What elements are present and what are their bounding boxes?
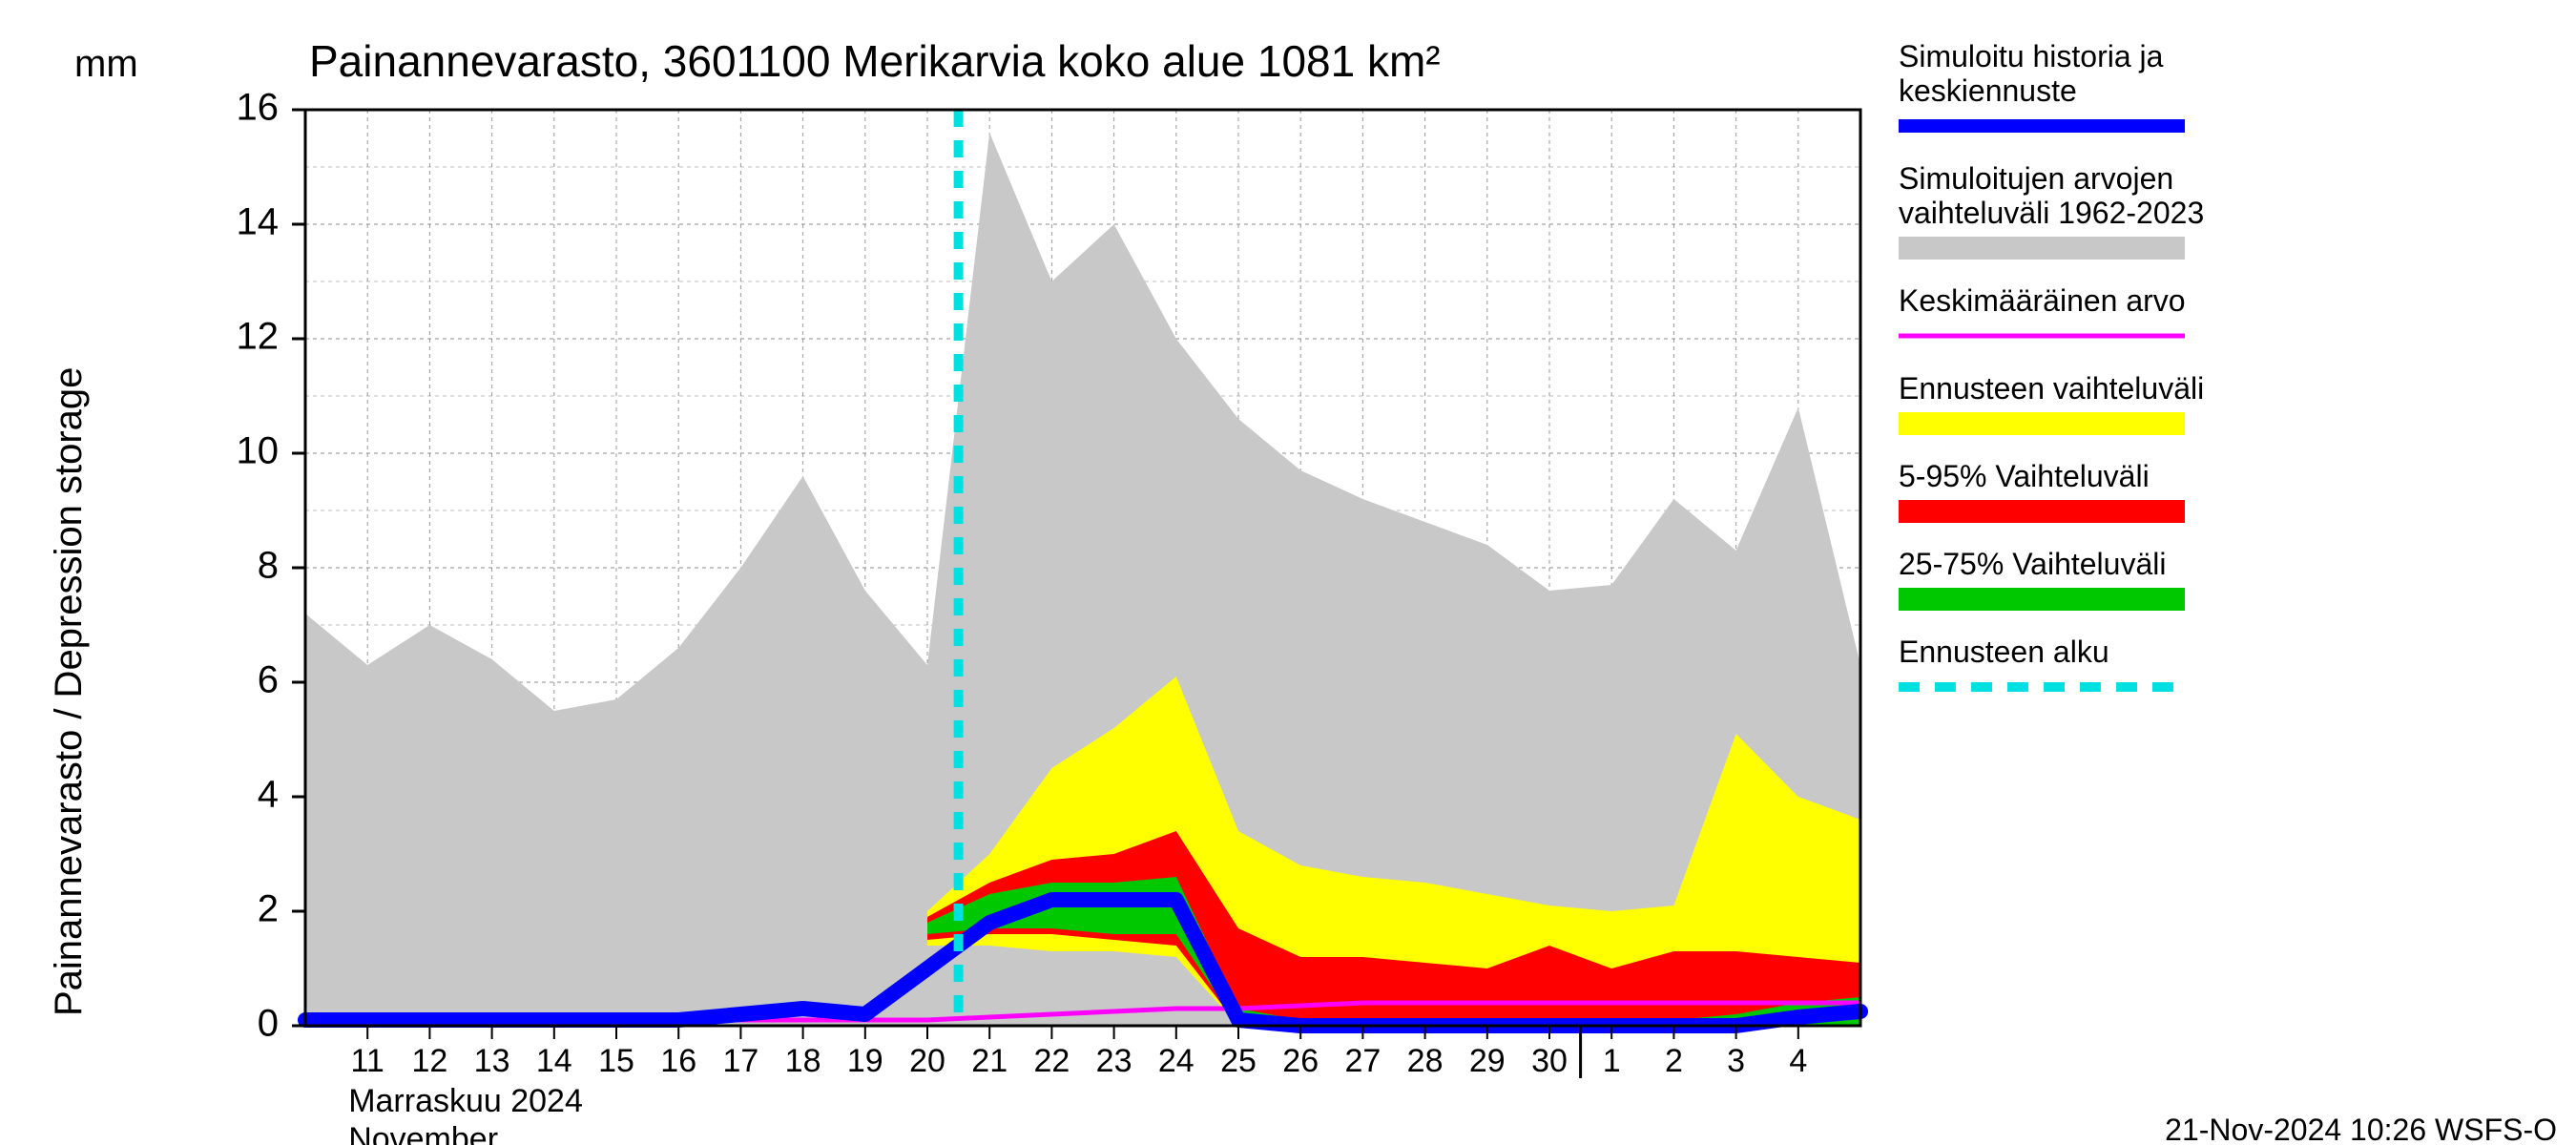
y-tick-label: 6	[258, 659, 279, 701]
y-tick-label: 10	[237, 430, 280, 472]
legend-label: Ennusteen alku	[1899, 635, 2109, 669]
x-tick-label: 1	[1603, 1043, 1621, 1079]
x-tick-label: 15	[598, 1043, 634, 1079]
y-tick-label: 14	[237, 201, 280, 243]
y-tick-label: 16	[237, 87, 280, 129]
x-tick-label: 23	[1096, 1043, 1132, 1079]
legend-label: Simuloitujen arvojen	[1899, 161, 2173, 196]
y-tick-label: 12	[237, 316, 280, 358]
x-tick-label: 19	[847, 1043, 883, 1079]
x-tick-label: 11	[351, 1043, 384, 1079]
legend-label: keskiennuste	[1899, 73, 2077, 108]
y-tick-label: 8	[258, 545, 279, 587]
x-tick-label: 27	[1344, 1043, 1381, 1079]
legend-label: Simuloitu historia ja	[1899, 39, 2164, 73]
x-tick-label: 29	[1469, 1043, 1506, 1079]
legend-label: 5-95% Vaihteluväli	[1899, 459, 2150, 493]
x-tick-label: 30	[1531, 1043, 1568, 1079]
x-tick-label: 20	[909, 1043, 945, 1079]
y-tick-label: 4	[258, 774, 279, 816]
x-tick-label: 13	[474, 1043, 510, 1079]
chart-svg: 0246810121416111213141516171819202122232…	[0, 0, 2576, 1145]
x-tick-label: 17	[722, 1043, 758, 1079]
x-tick-label: 4	[1789, 1043, 1807, 1079]
x-tick-label: 25	[1220, 1043, 1257, 1079]
x-tick-label: 24	[1158, 1043, 1195, 1079]
chart-container: 0246810121416111213141516171819202122232…	[0, 0, 2576, 1145]
legend-label: 25-75% Vaihteluväli	[1899, 547, 2166, 581]
legend-label: Keskimääräinen arvo	[1899, 283, 2186, 318]
bands	[305, 133, 1860, 1026]
legend-swatch	[1899, 588, 2185, 611]
x-tick-label: 22	[1033, 1043, 1070, 1079]
footer-timestamp: 21-Nov-2024 10:26 WSFS-O	[2165, 1113, 2557, 1145]
x-axis: 1112131415161718192021222324252627282930…	[348, 1026, 1807, 1145]
legend: Simuloitu historia jakeskiennuste Simuloi…	[1899, 39, 2204, 687]
x-tick-label: 26	[1282, 1043, 1319, 1079]
y-axis-unit: mm	[74, 43, 138, 85]
chart-title: Painannevarasto, 3601100 Merikarvia koko…	[309, 36, 1441, 86]
x-tick-label: 21	[971, 1043, 1008, 1079]
x-tick-label: 28	[1407, 1043, 1444, 1079]
y-tick-label: 0	[258, 1003, 279, 1045]
y-axis-label: Painannevarasto / Depression storage	[48, 367, 90, 1016]
x-month-label-en: November	[348, 1121, 498, 1145]
x-tick-label: 14	[536, 1043, 572, 1079]
y-tick-label: 2	[258, 888, 279, 930]
legend-swatch	[1899, 237, 2185, 260]
x-tick-label: 16	[660, 1043, 696, 1079]
y-axis: 0 2 4 6 8 10 12 14 16	[237, 87, 306, 1045]
legend-swatch	[1899, 412, 2185, 435]
x-tick-label: 18	[785, 1043, 821, 1079]
x-month-label-fi: Marraskuu 2024	[348, 1083, 583, 1119]
legend-label: Ennusteen vaihteluväli	[1899, 371, 2204, 406]
legend-label: vaihteluväli 1962-2023	[1899, 196, 2204, 230]
x-tick-label: 12	[411, 1043, 447, 1079]
x-tick-label: 2	[1665, 1043, 1683, 1079]
legend-swatch	[1899, 500, 2185, 523]
x-tick-label: 3	[1727, 1043, 1745, 1079]
